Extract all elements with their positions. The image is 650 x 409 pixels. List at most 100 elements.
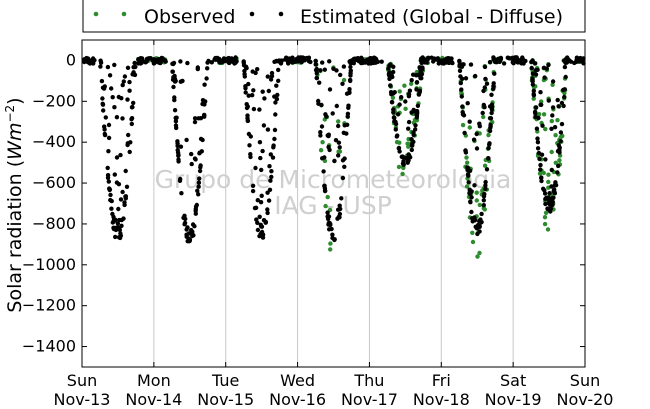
estimated-point bbox=[273, 112, 278, 117]
estimated-point bbox=[541, 186, 546, 191]
estimated-point bbox=[444, 59, 449, 64]
estimated-point bbox=[181, 215, 186, 220]
estimated-point bbox=[413, 123, 418, 128]
observed-point bbox=[325, 194, 330, 200]
x-tick-label-day: Fri bbox=[432, 371, 451, 390]
observed-point bbox=[402, 83, 407, 88]
x-tick-label-day: Tue bbox=[211, 371, 239, 390]
observed-point bbox=[543, 126, 548, 132]
estimated-point bbox=[250, 69, 255, 74]
estimated-point bbox=[501, 61, 507, 66]
estimated-point bbox=[243, 90, 248, 95]
y-tick-label: −400 bbox=[32, 132, 76, 151]
estimated-point bbox=[533, 114, 538, 120]
estimated-point bbox=[491, 81, 496, 86]
estimated-point bbox=[409, 110, 414, 115]
estimated-point bbox=[245, 104, 250, 109]
estimated-point bbox=[178, 59, 183, 64]
legend-estimated-marker bbox=[278, 11, 284, 17]
estimated-point bbox=[399, 95, 404, 100]
estimated-point bbox=[549, 167, 554, 173]
observed-point bbox=[405, 141, 410, 146]
estimated-point bbox=[196, 180, 202, 185]
estimated-point bbox=[332, 158, 337, 164]
estimated-point bbox=[463, 76, 469, 81]
legend: Observed Estimated (Global - Diffuse) bbox=[82, 0, 586, 33]
estimated-point bbox=[265, 74, 270, 79]
estimated-point bbox=[541, 65, 547, 71]
estimated-point bbox=[102, 132, 108, 138]
estimated-point bbox=[263, 219, 269, 225]
estimated-point bbox=[284, 55, 289, 60]
estimated-point bbox=[106, 149, 111, 154]
estimated-point bbox=[336, 123, 341, 129]
estimated-point bbox=[322, 188, 328, 194]
estimated-point bbox=[469, 209, 474, 215]
estimated-point bbox=[118, 197, 124, 202]
estimated-point bbox=[477, 229, 482, 234]
estimated-point bbox=[178, 176, 183, 182]
estimated-point bbox=[533, 72, 539, 77]
estimated-point bbox=[110, 211, 115, 217]
estimated-point bbox=[397, 102, 402, 107]
observed-point bbox=[546, 172, 551, 177]
estimated-point bbox=[546, 98, 551, 103]
x-tick-label-date: Nov-19 bbox=[485, 390, 542, 409]
estimated-point bbox=[269, 174, 274, 180]
estimated-point bbox=[259, 224, 265, 229]
observed-point bbox=[546, 179, 551, 185]
observed-point bbox=[390, 95, 396, 101]
observed-point bbox=[557, 158, 562, 163]
estimated-point bbox=[251, 88, 256, 93]
estimated-point bbox=[410, 143, 415, 148]
estimated-point bbox=[479, 211, 484, 217]
estimated-point bbox=[189, 227, 194, 233]
estimated-point bbox=[276, 67, 281, 73]
estimated-point bbox=[467, 187, 472, 192]
estimated-point bbox=[348, 64, 353, 70]
estimated-point bbox=[242, 71, 247, 77]
estimated-point bbox=[347, 87, 352, 92]
estimated-point bbox=[123, 194, 129, 199]
estimated-point bbox=[198, 163, 203, 168]
estimated-point bbox=[109, 206, 114, 211]
estimated-point bbox=[259, 193, 264, 198]
estimated-point bbox=[559, 100, 565, 106]
estimated-point bbox=[250, 183, 256, 188]
estimated-point bbox=[117, 217, 122, 223]
estimated-point bbox=[466, 180, 471, 185]
estimated-point bbox=[491, 86, 496, 92]
estimated-point bbox=[520, 56, 525, 61]
estimated-point bbox=[487, 60, 493, 65]
x-tick-label-day: Sun bbox=[570, 371, 600, 390]
estimated-point bbox=[326, 133, 331, 139]
estimated-point bbox=[468, 199, 473, 204]
estimated-point bbox=[172, 79, 178, 84]
watermark: Grupo de Micrometeorologia IAG - USP bbox=[155, 165, 512, 220]
estimated-point bbox=[260, 89, 265, 94]
estimated-point bbox=[229, 56, 235, 61]
estimated-point bbox=[478, 218, 483, 224]
estimated-point bbox=[124, 184, 130, 189]
observed-point bbox=[401, 165, 406, 171]
estimated-point bbox=[255, 67, 260, 72]
estimated-point bbox=[233, 60, 238, 65]
estimated-point bbox=[487, 128, 493, 134]
observed-point bbox=[549, 118, 554, 124]
estimated-point bbox=[562, 58, 567, 63]
estimated-point bbox=[336, 153, 341, 158]
x-tick-label-date: Nov-13 bbox=[54, 390, 111, 409]
estimated-point bbox=[542, 75, 547, 80]
observed-point bbox=[475, 254, 480, 259]
estimated-point bbox=[530, 79, 535, 84]
estimated-point bbox=[562, 64, 568, 70]
estimated-point bbox=[87, 61, 93, 66]
estimated-point bbox=[469, 195, 474, 200]
estimated-point bbox=[550, 113, 555, 118]
estimated-point bbox=[338, 206, 343, 212]
estimated-point bbox=[409, 147, 414, 153]
estimated-point bbox=[182, 222, 187, 227]
observed-point bbox=[545, 227, 551, 232]
observed-point bbox=[323, 203, 328, 209]
estimated-point bbox=[482, 105, 487, 110]
